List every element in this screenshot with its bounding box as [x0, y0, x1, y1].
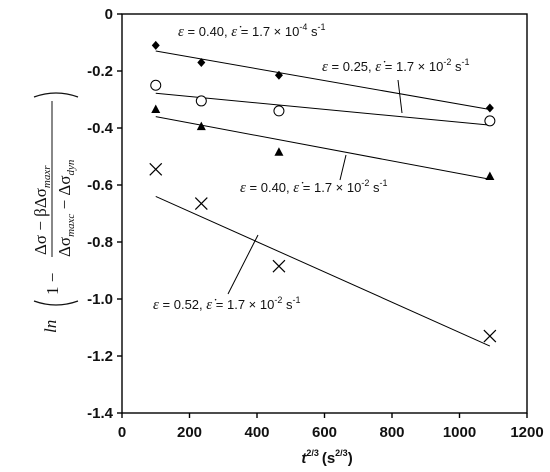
x-marker [272, 259, 286, 273]
strain-rate-symbol: ε̇ [293, 180, 304, 196]
y-label-numerator: Δσ − βΔσmaxr [31, 165, 53, 255]
circle-marker [273, 105, 285, 117]
rate-exponent: -4 [299, 22, 307, 32]
rate-mantissa: = 1.7 × 10 [212, 297, 274, 312]
x-tick-label: 200 [177, 424, 202, 441]
fit-lines [155, 50, 491, 347]
fit-line-circle [155, 92, 490, 126]
rate-mantissa: = 1.7 × 10 [381, 59, 443, 74]
epsilon-symbol: ε [322, 59, 328, 75]
leader-line [227, 234, 259, 295]
fit-line-triangle [155, 116, 490, 180]
y-tick-label: -1.0 [87, 291, 113, 308]
leader-line [339, 154, 347, 181]
x-tick-label: 0 [118, 424, 126, 441]
rate-exponent: -2 [361, 178, 369, 188]
strain-rate-symbol: ε̇ [231, 24, 242, 40]
triangle-marker [274, 147, 284, 156]
circle-marker [195, 95, 207, 107]
x-marker [149, 162, 163, 176]
triangle-marker [485, 171, 495, 180]
y-tick-label: -0.4 [87, 120, 114, 137]
rate-mantissa: = 1.7 × 10 [237, 24, 299, 39]
y-label-one-minus: 1 − [43, 273, 62, 295]
epsilon-symbol: ε [153, 297, 159, 313]
unit-exponent: -1 [380, 178, 388, 188]
y-tick-label: -0.6 [87, 177, 113, 194]
x-marker [194, 197, 208, 210]
epsilon-symbol: ε [240, 180, 246, 196]
rate-exponent: -2 [443, 57, 451, 67]
strain-value: = 0.40, [246, 180, 293, 195]
axes: 0 200 400 600 800 1000 1200 0 -0.2 -0.4 -0.6 -0.8 -1… [87, 6, 544, 441]
epsilon-symbol: ε [178, 24, 184, 40]
circle-marker [150, 79, 162, 91]
triangle-marker [196, 121, 206, 131]
rate-unit: s [451, 59, 462, 74]
x-tick-label: 1000 [443, 424, 476, 441]
condition-label: ε = 0.25, ε̇ = 1.7 × 10-2 s-1 [322, 57, 470, 75]
rate-unit: s [369, 180, 380, 195]
fit-line-diamond [155, 50, 490, 110]
diamond-marker [197, 57, 206, 67]
x-axis-title: t2/3 (s2/3) [301, 448, 352, 467]
y-tick-label: 0 [105, 6, 113, 23]
leader-line [397, 79, 403, 114]
y-axis-title: ln 1 − Δσ − βΔσmaxr Δσmaxc − Δσdyn [31, 92, 79, 333]
rate-unit: s [282, 297, 293, 312]
data-points [149, 40, 497, 343]
y-label-close-paren [33, 92, 79, 98]
diamond-marker [274, 70, 283, 80]
y-label-fn: ln [41, 320, 60, 333]
x-tick-label: 1200 [510, 424, 543, 441]
y-label-denominator: Δσmaxc − Δσdyn [55, 159, 77, 257]
triangle-marker [151, 104, 161, 113]
diamond-marker [485, 103, 494, 113]
circle-marker [484, 115, 496, 127]
fit-line-x [155, 195, 491, 347]
y-tick-label: -1.4 [87, 405, 114, 422]
x-tick-label: 800 [379, 424, 404, 441]
y-tick-label: -0.2 [87, 63, 113, 80]
unit-exponent: -1 [293, 295, 301, 305]
y-tick-label: -1.2 [87, 348, 113, 365]
condition-label: ε = 0.40, ε̇ = 1.7 × 10-2 s-1 [240, 178, 388, 196]
annotations: ε = 0.40, ε̇ = 1.7 × 10-4 s-1ε = 0.25, ε… [153, 22, 470, 313]
condition-label: ε = 0.52, ε̇ = 1.7 × 10-2 s-1 [153, 295, 301, 313]
strain-rate-symbol: ε̇ [375, 59, 386, 75]
y-label-open-paren [33, 300, 79, 306]
strain-value: = 0.40, [184, 24, 231, 39]
rate-exponent: -2 [274, 295, 282, 305]
diamond-marker [151, 40, 160, 50]
unit-exponent: -1 [462, 57, 470, 67]
strain-rate-symbol: ε̇ [206, 297, 217, 313]
unit-exponent: -1 [318, 22, 326, 32]
strain-value: = 0.52, [159, 297, 206, 312]
strain-value: = 0.25, [328, 59, 375, 74]
condition-label: ε = 0.40, ε̇ = 1.7 × 10-4 s-1 [178, 22, 326, 40]
x-tick-label: 400 [244, 424, 269, 441]
y-tick-label: -0.8 [87, 234, 113, 251]
rate-mantissa: = 1.7 × 10 [299, 180, 361, 195]
x-tick-label: 600 [312, 424, 337, 441]
x-marker [483, 329, 497, 343]
rate-unit: s [307, 24, 318, 39]
